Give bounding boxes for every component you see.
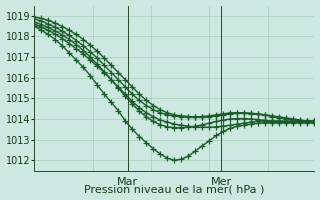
Text: Mar: Mar [117,177,138,187]
X-axis label: Pression niveau de la mer( hPa ): Pression niveau de la mer( hPa ) [84,184,265,194]
Text: Mer: Mer [211,177,232,187]
